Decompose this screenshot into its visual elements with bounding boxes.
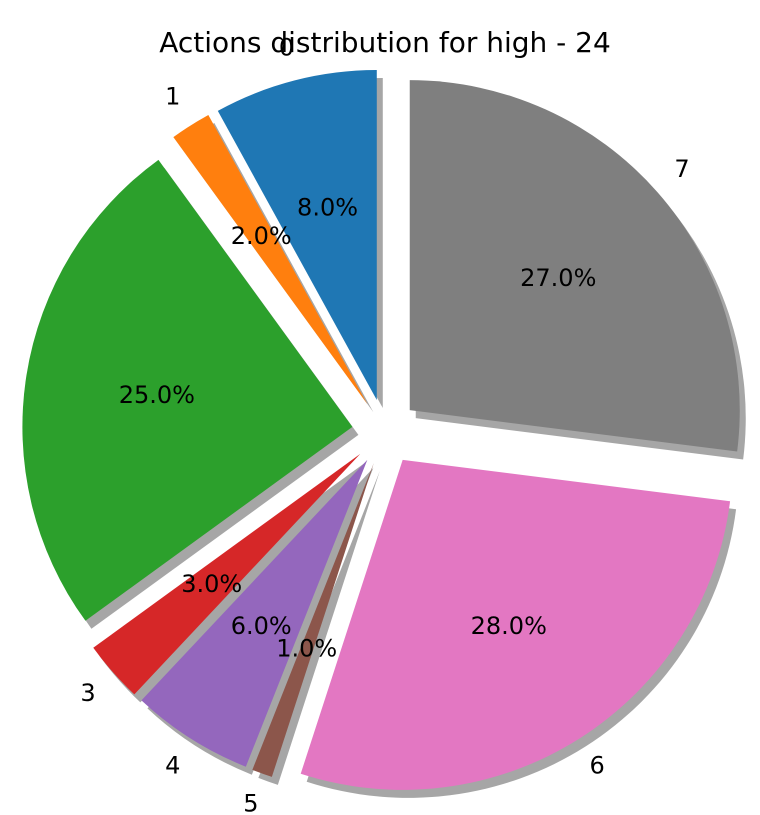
slice-percent-label: 3.0% <box>181 570 242 598</box>
slice-category-label: 7 <box>674 155 689 183</box>
pie-slice-7 <box>409 80 740 452</box>
pie-slices <box>22 70 740 790</box>
pie-slice-6 <box>300 459 731 790</box>
pie-slice-5 <box>252 463 374 777</box>
slice-percent-label: 6.0% <box>231 612 292 640</box>
slice-percent-label: 2.0% <box>231 222 292 250</box>
slice-category-label: 4 <box>165 751 180 779</box>
slice-category-label: 2 <box>0 355 2 383</box>
slice-category-label: 0 <box>279 33 294 61</box>
slice-category-label: 3 <box>80 679 95 707</box>
slice-percent-label: 25.0% <box>119 381 195 409</box>
pie-slice-2 <box>22 159 353 621</box>
pie-slice-1 <box>173 114 368 405</box>
pie-slice-3 <box>93 453 361 695</box>
slice-percent-label: 28.0% <box>471 612 547 640</box>
chart-title: Actions distribution for high - 24 <box>159 26 611 59</box>
slice-percent-label: 1.0% <box>276 634 337 662</box>
slice-category-label: 6 <box>590 751 605 779</box>
pie-labels: 0 8.0% 1 2.0% 2 25.0% 3 3.0% 4 6.0% 5 1.0% 6 28.0% 7 27… <box>0 33 690 815</box>
slice-category-label: 5 <box>243 790 258 815</box>
slice-percent-label: 8.0% <box>297 193 358 221</box>
pie-slice-0 <box>217 70 377 401</box>
slice-category-label: 1 <box>165 83 180 111</box>
pie-slice-4 <box>141 459 368 767</box>
slice-percent-label: 27.0% <box>520 264 596 292</box>
